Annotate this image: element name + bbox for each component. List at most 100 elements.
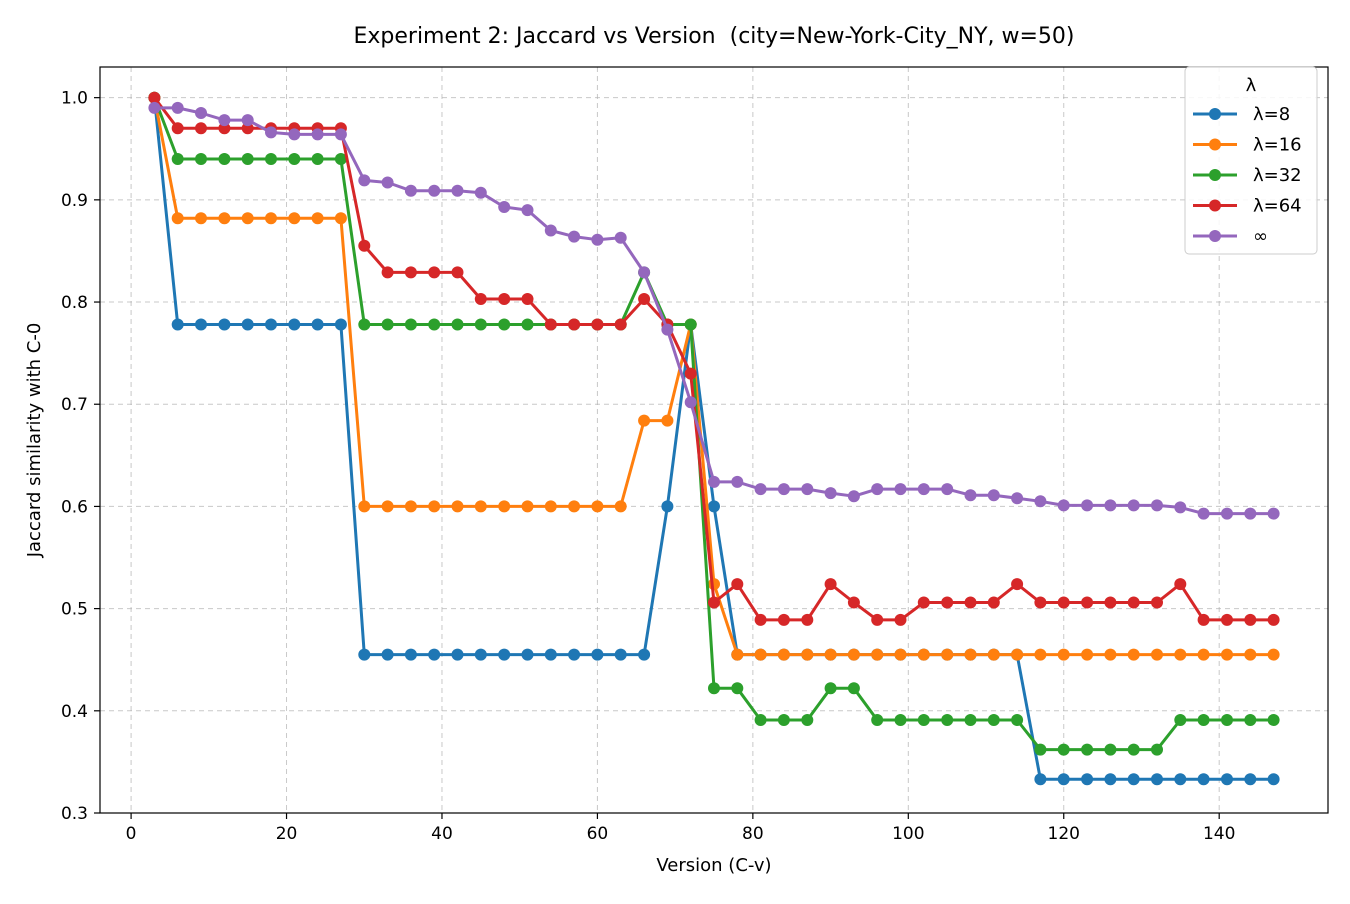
y-tick-label: 0.3	[61, 804, 88, 824]
data-point	[148, 101, 161, 114]
data-point	[544, 648, 557, 661]
data-point	[801, 714, 814, 726]
data-point	[334, 212, 347, 225]
data-point	[824, 648, 837, 661]
data-point	[1244, 773, 1257, 786]
data-point	[404, 648, 417, 661]
data-point	[195, 318, 207, 331]
data-point	[171, 122, 184, 135]
data-point	[1057, 499, 1070, 512]
data-point	[1057, 648, 1070, 661]
data-point	[1104, 648, 1117, 661]
data-point	[568, 648, 581, 661]
data-point	[591, 233, 604, 246]
y-tick-label: 1.0	[61, 89, 88, 109]
data-point	[1174, 501, 1187, 514]
data-point	[591, 318, 604, 331]
data-point	[474, 648, 487, 661]
data-point	[218, 114, 231, 127]
legend-label: λ=32	[1253, 165, 1302, 186]
data-point	[451, 184, 464, 197]
data-point	[381, 176, 394, 189]
data-point	[941, 483, 954, 496]
data-point	[544, 500, 557, 513]
data-point	[1151, 648, 1163, 661]
data-point	[591, 500, 604, 513]
data-point	[334, 318, 347, 331]
y-tick-label: 0.7	[61, 395, 88, 415]
x-tick-label: 140	[1203, 824, 1235, 844]
data-point	[334, 128, 347, 141]
series-5	[148, 101, 1280, 520]
data-point	[498, 293, 511, 305]
data-point	[148, 91, 161, 104]
data-point	[1034, 743, 1047, 756]
data-point	[358, 174, 371, 187]
data-point	[777, 714, 790, 726]
data-point	[1267, 507, 1280, 520]
data-point	[404, 318, 417, 331]
data-point	[241, 114, 254, 127]
data-point	[1011, 578, 1024, 591]
data-point	[824, 682, 837, 695]
data-point	[1081, 773, 1094, 786]
data-point	[428, 266, 441, 279]
data-point	[474, 500, 487, 513]
data-point	[195, 122, 207, 135]
data-point	[1057, 773, 1070, 786]
data-point	[754, 483, 767, 496]
data-point	[1081, 743, 1094, 756]
series-group	[148, 91, 1280, 786]
data-point	[1034, 596, 1047, 609]
data-point	[1197, 507, 1210, 520]
x-tick-label: 60	[587, 824, 609, 844]
data-point	[474, 293, 487, 305]
data-point	[1127, 648, 1140, 661]
chart-title: Experiment 2: Jaccard vs Version (city=N…	[353, 24, 1074, 49]
data-point	[894, 483, 907, 496]
data-point	[731, 578, 744, 591]
data-point	[521, 318, 534, 331]
data-point	[1011, 492, 1024, 505]
data-point	[917, 596, 930, 609]
data-point	[731, 682, 744, 695]
data-point	[824, 578, 837, 591]
data-point	[894, 613, 907, 626]
data-point	[195, 153, 207, 165]
data-point	[171, 318, 184, 331]
data-point	[451, 266, 464, 279]
data-point	[1221, 773, 1233, 786]
data-point	[1174, 648, 1187, 661]
data-point	[1127, 596, 1140, 609]
data-point	[801, 483, 814, 496]
x-tick-label: 0	[126, 824, 137, 844]
data-point	[311, 128, 324, 141]
legend-marker	[1209, 138, 1221, 151]
data-point	[1034, 648, 1047, 661]
legend-label: λ=64	[1253, 196, 1302, 217]
x-tick-label: 80	[742, 824, 764, 844]
data-point	[708, 500, 720, 513]
data-point	[568, 500, 581, 513]
data-point	[684, 318, 697, 331]
data-point	[638, 266, 651, 279]
data-point	[684, 367, 697, 380]
legend: λ λ=8 λ=16 λ=32 λ=64 ∞	[1184, 66, 1318, 255]
data-point	[241, 122, 254, 135]
data-point	[404, 266, 417, 279]
data-point	[1197, 648, 1210, 661]
data-point	[521, 648, 534, 661]
data-point	[404, 184, 417, 197]
data-point	[544, 318, 557, 331]
data-point	[614, 318, 627, 331]
data-point	[1151, 499, 1163, 512]
data-point	[1011, 714, 1024, 726]
series-2	[148, 91, 1280, 661]
x-axis-label: Version (C-v)	[656, 855, 771, 876]
data-point	[218, 212, 231, 225]
data-point	[218, 153, 231, 165]
data-point	[987, 489, 1000, 502]
data-point	[1221, 648, 1233, 661]
data-point	[731, 475, 744, 488]
data-point	[614, 231, 627, 244]
